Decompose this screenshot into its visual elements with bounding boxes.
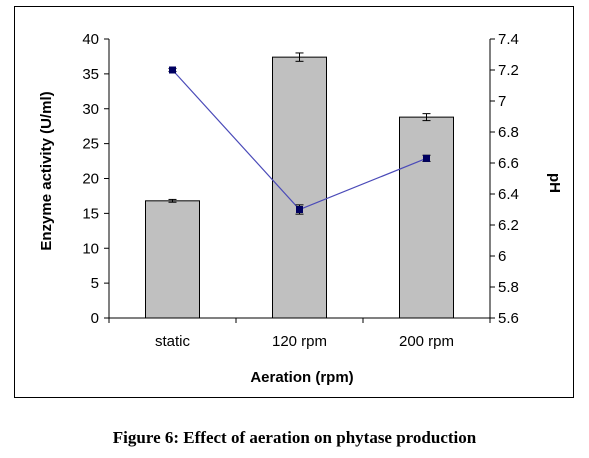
y-tick-label-0: 0: [91, 310, 99, 327]
bar-1: [272, 56, 327, 319]
y2-tick-label-3: 6.2: [498, 217, 519, 234]
ph-point-2: [423, 154, 430, 162]
y2-tick-label-7: 7: [498, 93, 506, 110]
chart-frame: 0 5 10 15 20 25 30 35 40 5.6 5.8 6 6.2 6.4 6.6 6.8 7 7.2 7…: [14, 6, 574, 398]
y-tick-label-7: 35: [82, 66, 99, 83]
y2-tick-label-9: 7.4: [498, 31, 519, 48]
y-tick-label-2: 10: [82, 240, 99, 257]
y-axis-title: Enzyme activity (U/ml): [38, 91, 55, 250]
y2-tick-label-6: 6.8: [498, 124, 519, 141]
y2-tick-label-4: 6.4: [498, 186, 519, 203]
bar-2: [399, 116, 454, 319]
x-axis-title: Aeration (rpm): [250, 369, 353, 386]
y-tick-label-8: 40: [82, 31, 99, 48]
x-tick-label-2: 200 rpm: [399, 333, 454, 350]
x-tick-label-0: static: [155, 333, 191, 350]
y2-tick-label-1: 5.8: [498, 279, 519, 296]
y2-tick-label-0: 5.6: [498, 310, 519, 327]
y-tick-label-4: 20: [82, 171, 99, 188]
ph-point-1: [296, 206, 303, 213]
chart: 0 5 10 15 20 25 30 35 40 5.6 5.8 6 6.2 6.4 6.6 6.8 7 7.2 7…: [38, 31, 563, 386]
y2-tick-label-8: 7.2: [498, 62, 519, 79]
figure-caption: Figure 6: Effect of aeration on phytase …: [112, 428, 477, 447]
y-tick-label-1: 5: [91, 275, 99, 292]
y-tick-label-3: 15: [82, 205, 99, 222]
bar-0: [145, 200, 200, 319]
y2-tick-label-5: 6.6: [498, 155, 519, 172]
y2-axis-title: pH: [546, 173, 563, 193]
y-tick-label-5: 25: [82, 136, 99, 153]
y-tick-label-6: 30: [82, 101, 99, 118]
x-tick-label-1: 120 rpm: [272, 333, 327, 350]
y2-tick-label-2: 6: [498, 248, 506, 265]
ph-point-0: [169, 66, 176, 74]
